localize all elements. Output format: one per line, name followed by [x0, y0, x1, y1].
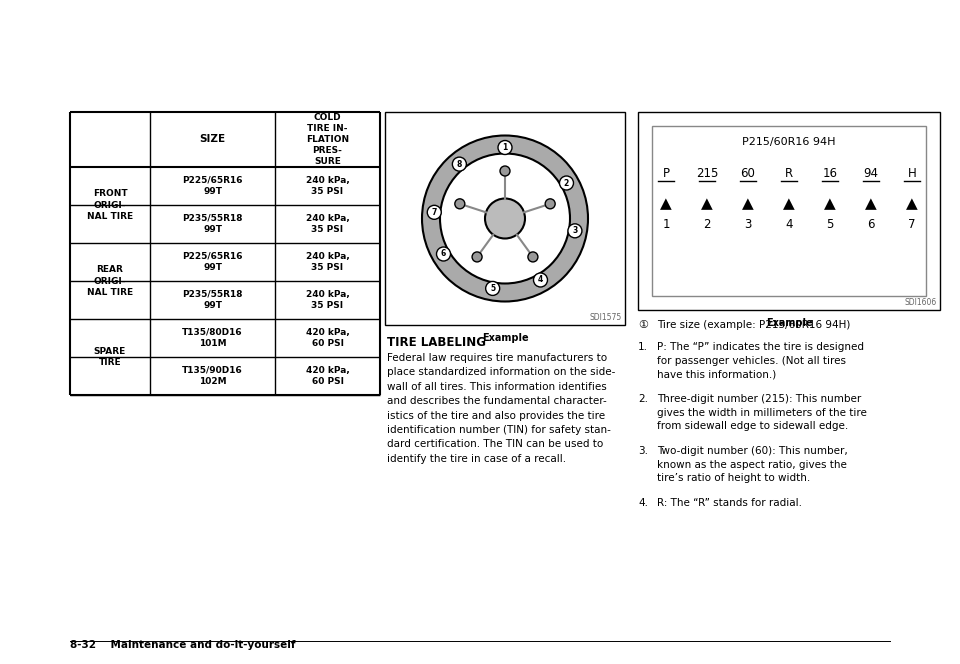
Text: ▲: ▲: [906, 197, 918, 212]
Bar: [638, 112, 940, 310]
Text: 16: 16: [823, 167, 837, 180]
Text: 6: 6: [867, 218, 875, 230]
Text: H: H: [907, 167, 917, 180]
Text: 240 kPa,
35 PSI: 240 kPa, 35 PSI: [305, 176, 349, 196]
Text: P235/55R18
99T: P235/55R18 99T: [182, 290, 243, 310]
Text: 240 kPa,
35 PSI: 240 kPa, 35 PSI: [305, 252, 349, 272]
Circle shape: [485, 199, 525, 238]
Text: T135/90D16
102M: T135/90D16 102M: [182, 366, 243, 386]
Circle shape: [437, 247, 450, 261]
Text: P: The “P” indicates the tire is designed
for passenger vehicles. (Not all tires: P: The “P” indicates the tire is designe…: [657, 342, 864, 379]
Bar: [385, 112, 625, 325]
Circle shape: [534, 273, 547, 287]
Text: Two-digit number (60): This number,
known as the aspect ratio, gives the
tire’s : Two-digit number (60): This number, know…: [657, 446, 848, 483]
Text: ▲: ▲: [824, 197, 836, 212]
Circle shape: [560, 176, 573, 190]
Text: 4.: 4.: [638, 498, 648, 508]
Text: 1: 1: [502, 143, 508, 152]
Text: 1.: 1.: [638, 342, 648, 352]
Text: R: The “R” stands for radial.: R: The “R” stands for radial.: [657, 498, 802, 508]
Text: 1: 1: [662, 218, 670, 230]
Circle shape: [568, 224, 582, 238]
Circle shape: [422, 135, 588, 301]
Text: 240 kPa,
35 PSI: 240 kPa, 35 PSI: [305, 214, 349, 234]
Text: P215/60R16 94H: P215/60R16 94H: [742, 137, 836, 147]
Text: ▲: ▲: [865, 197, 876, 212]
Circle shape: [427, 205, 442, 219]
Text: 3: 3: [744, 218, 752, 230]
Text: R: R: [785, 167, 793, 180]
Text: 3: 3: [572, 226, 578, 235]
Text: Example: Example: [482, 333, 528, 343]
Text: 3.: 3.: [638, 446, 648, 456]
Circle shape: [500, 166, 510, 176]
Text: 4: 4: [785, 218, 793, 230]
Text: 94: 94: [863, 167, 878, 180]
Text: SIZE: SIZE: [200, 135, 226, 145]
Text: 2: 2: [704, 218, 710, 230]
Text: 8: 8: [457, 159, 462, 169]
Text: SPARE
TIRE: SPARE TIRE: [94, 347, 126, 367]
Circle shape: [545, 199, 555, 208]
Text: Three-digit number (215): This number
gives the width in millimeters of the tire: Three-digit number (215): This number gi…: [657, 394, 867, 431]
Text: 60: 60: [740, 167, 756, 180]
Text: ▲: ▲: [783, 197, 795, 212]
Text: P225/65R16
99T: P225/65R16 99T: [182, 176, 243, 196]
Text: ▲: ▲: [701, 197, 713, 212]
Text: 215: 215: [696, 167, 718, 180]
Text: SDI1575: SDI1575: [589, 313, 622, 322]
Text: Tire size (example: P215/60R16 94H): Tire size (example: P215/60R16 94H): [657, 320, 851, 330]
Text: COLD
TIRE IN-
FLATION
PRES-
SURE: COLD TIRE IN- FLATION PRES- SURE: [306, 114, 349, 165]
Text: T135/80D16
101M: T135/80D16 101M: [182, 328, 243, 348]
Text: REAR
ORIGI-
NAL TIRE: REAR ORIGI- NAL TIRE: [87, 266, 133, 297]
Text: Example: Example: [766, 318, 812, 328]
Circle shape: [440, 153, 570, 284]
Text: SDI1606: SDI1606: [904, 298, 937, 307]
Text: 2: 2: [564, 179, 569, 187]
Text: 5: 5: [491, 284, 495, 293]
Circle shape: [452, 157, 467, 171]
Text: ▲: ▲: [660, 197, 672, 212]
Text: 7: 7: [908, 218, 916, 230]
Text: 8-32    Maintenance and do-it-yourself: 8-32 Maintenance and do-it-yourself: [70, 640, 296, 650]
Text: 420 kPa,
60 PSI: 420 kPa, 60 PSI: [305, 366, 349, 386]
Text: 420 kPa,
60 PSI: 420 kPa, 60 PSI: [305, 328, 349, 348]
Circle shape: [486, 282, 499, 295]
Text: 240 kPa,
35 PSI: 240 kPa, 35 PSI: [305, 290, 349, 310]
Circle shape: [472, 252, 482, 262]
Text: 4: 4: [538, 276, 543, 284]
Text: Federal law requires tire manufacturers to
place standardized information on the: Federal law requires tire manufacturers …: [387, 353, 615, 463]
Text: 6: 6: [441, 250, 446, 258]
Bar: [652, 126, 926, 296]
Text: 2.: 2.: [638, 394, 648, 404]
Text: FRONT
ORIGI-
NAL TIRE: FRONT ORIGI- NAL TIRE: [87, 189, 133, 220]
Text: P: P: [662, 167, 669, 180]
Circle shape: [455, 199, 465, 208]
Text: ▲: ▲: [742, 197, 754, 212]
Text: 7: 7: [432, 208, 437, 217]
Text: TIRE LABELING: TIRE LABELING: [387, 336, 486, 349]
Text: P235/55R18
99T: P235/55R18 99T: [182, 214, 243, 234]
Text: ①: ①: [638, 320, 648, 330]
Circle shape: [528, 252, 538, 262]
Circle shape: [498, 141, 512, 155]
Text: 5: 5: [827, 218, 833, 230]
Text: P225/65R16
99T: P225/65R16 99T: [182, 252, 243, 272]
